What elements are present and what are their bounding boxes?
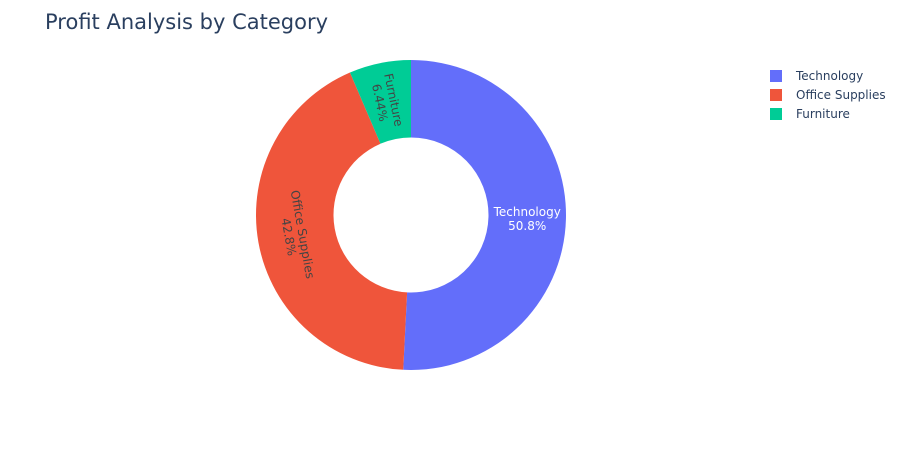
legend-label-technology: Technology <box>796 68 864 83</box>
legend-item-furniture[interactable]: Furniture <box>770 104 886 123</box>
legend-swatch-technology <box>770 69 782 82</box>
legend-label-office-supplies: Office Supplies <box>796 87 886 102</box>
slice-office-supplies[interactable] <box>255 72 408 370</box>
slice-label-percent: 50.8% <box>508 219 546 233</box>
slice-technology[interactable] <box>403 60 566 370</box>
legend-item-office-supplies[interactable]: Office Supplies <box>770 85 886 104</box>
slice-furniture[interactable] <box>349 60 411 144</box>
legend-swatch-office-supplies <box>770 88 782 101</box>
legend-swatch-furniture <box>770 107 782 120</box>
legend: Technology Office Supplies Furniture <box>770 66 886 123</box>
donut-slices <box>255 60 566 370</box>
legend-item-technology[interactable]: Technology <box>770 66 886 85</box>
slice-label-technology: Technology 50.8% <box>493 205 561 233</box>
legend-label-furniture: Furniture <box>796 106 850 121</box>
slice-label-name: Technology <box>493 205 561 219</box>
chart-title: Profit Analysis by Category <box>45 10 329 34</box>
slice-label-percent: 42.8% <box>278 217 299 257</box>
